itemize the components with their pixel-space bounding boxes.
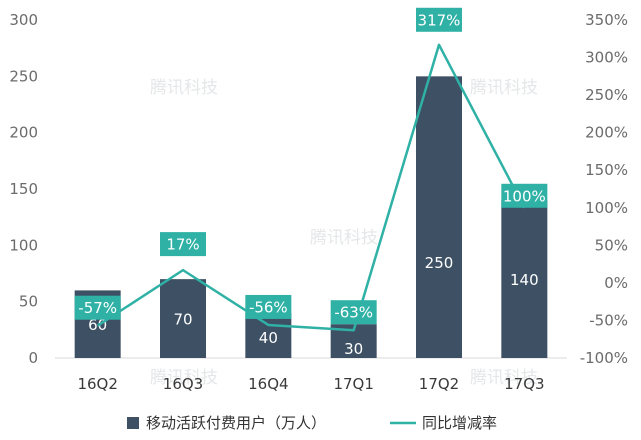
pct-value-label: 100% [503,187,546,205]
pct-value-label: -56% [249,298,288,316]
legend-label-line: 同比增减率 [422,414,497,432]
bar-value-label: 70 [173,311,192,329]
pct-label-box [416,7,462,32]
y-right-tick-label: 200% [585,124,628,142]
watermark-text: 腾讯科技 [150,368,218,388]
pct-label-box [501,183,548,208]
y-right-tick-label: 100% [585,199,628,217]
bar-value-label: 40 [259,329,278,347]
x-tick-label: 16Q4 [248,375,288,393]
pct-value-label: -57% [78,299,117,317]
y-left-tick-label: 250 [9,67,38,85]
x-tick-label: 16Q3 [163,375,203,393]
category-labels: 16Q2 16Q3 16Q4 17Q1 17Q2 17Q3 [77,375,544,393]
y-right-tick-label: 0% [604,274,628,292]
pct-value-label: -63% [334,304,373,322]
x-tick-label: 17Q1 [333,375,373,393]
watermark-text: 腾讯科技 [310,228,378,248]
bar [245,312,292,358]
y-left-tick-label: 200 [9,124,38,142]
bar-value-label: 30 [344,340,363,358]
left-axis: 0 50 100 150 200 250 300 [9,11,38,367]
bar-value-label: 140 [510,271,539,289]
y-left-tick-label: 150 [9,180,38,198]
legend: 移动活跃付费用户（万人） 同比增减率 [127,414,497,432]
pct-label-box [160,232,206,257]
pct-value-label: 317% [418,11,461,29]
y-right-tick-label: 300% [585,49,628,67]
x-tick-label: 17Q3 [504,375,544,393]
line-series: -57% 17% -56% -63% 317% 100% [74,7,548,332]
bar [160,279,206,358]
right-axis: -100% -50% 0% 50% 100% 150% 200% 250% 300% 350% [580,11,628,367]
y-left-tick-label: 50 [19,293,38,311]
y-left-tick-label: 0 [28,349,38,367]
watermark-text: 腾讯科技 [470,368,538,388]
bar [416,76,462,358]
pct-label-box [330,300,377,325]
bar-value-label: 250 [425,254,454,272]
pct-label-box [74,295,121,320]
legend-swatch-bar [127,417,139,429]
pct-label-box [245,294,292,319]
y-left-tick-label: 300 [9,11,38,29]
x-tick-label: 17Q2 [419,375,459,393]
y-right-tick-label: -100% [580,349,628,367]
growth-line [96,43,526,332]
watermark-text: 腾讯科技 [470,78,538,98]
y-right-tick-label: 50% [595,236,628,254]
y-left-tick-label: 100 [9,236,38,254]
legend-label-bar: 移动活跃付费用户（万人） [146,414,326,432]
bar [501,200,548,358]
x-tick-label: 16Q2 [77,375,117,393]
pct-value-label: 17% [166,236,199,254]
y-right-tick-label: 150% [585,161,628,179]
watermark-text: 腾讯科技 [150,78,218,98]
y-right-tick-label: 350% [585,11,628,29]
y-right-tick-label: 250% [585,86,628,104]
y-right-tick-label: -50% [589,311,628,329]
